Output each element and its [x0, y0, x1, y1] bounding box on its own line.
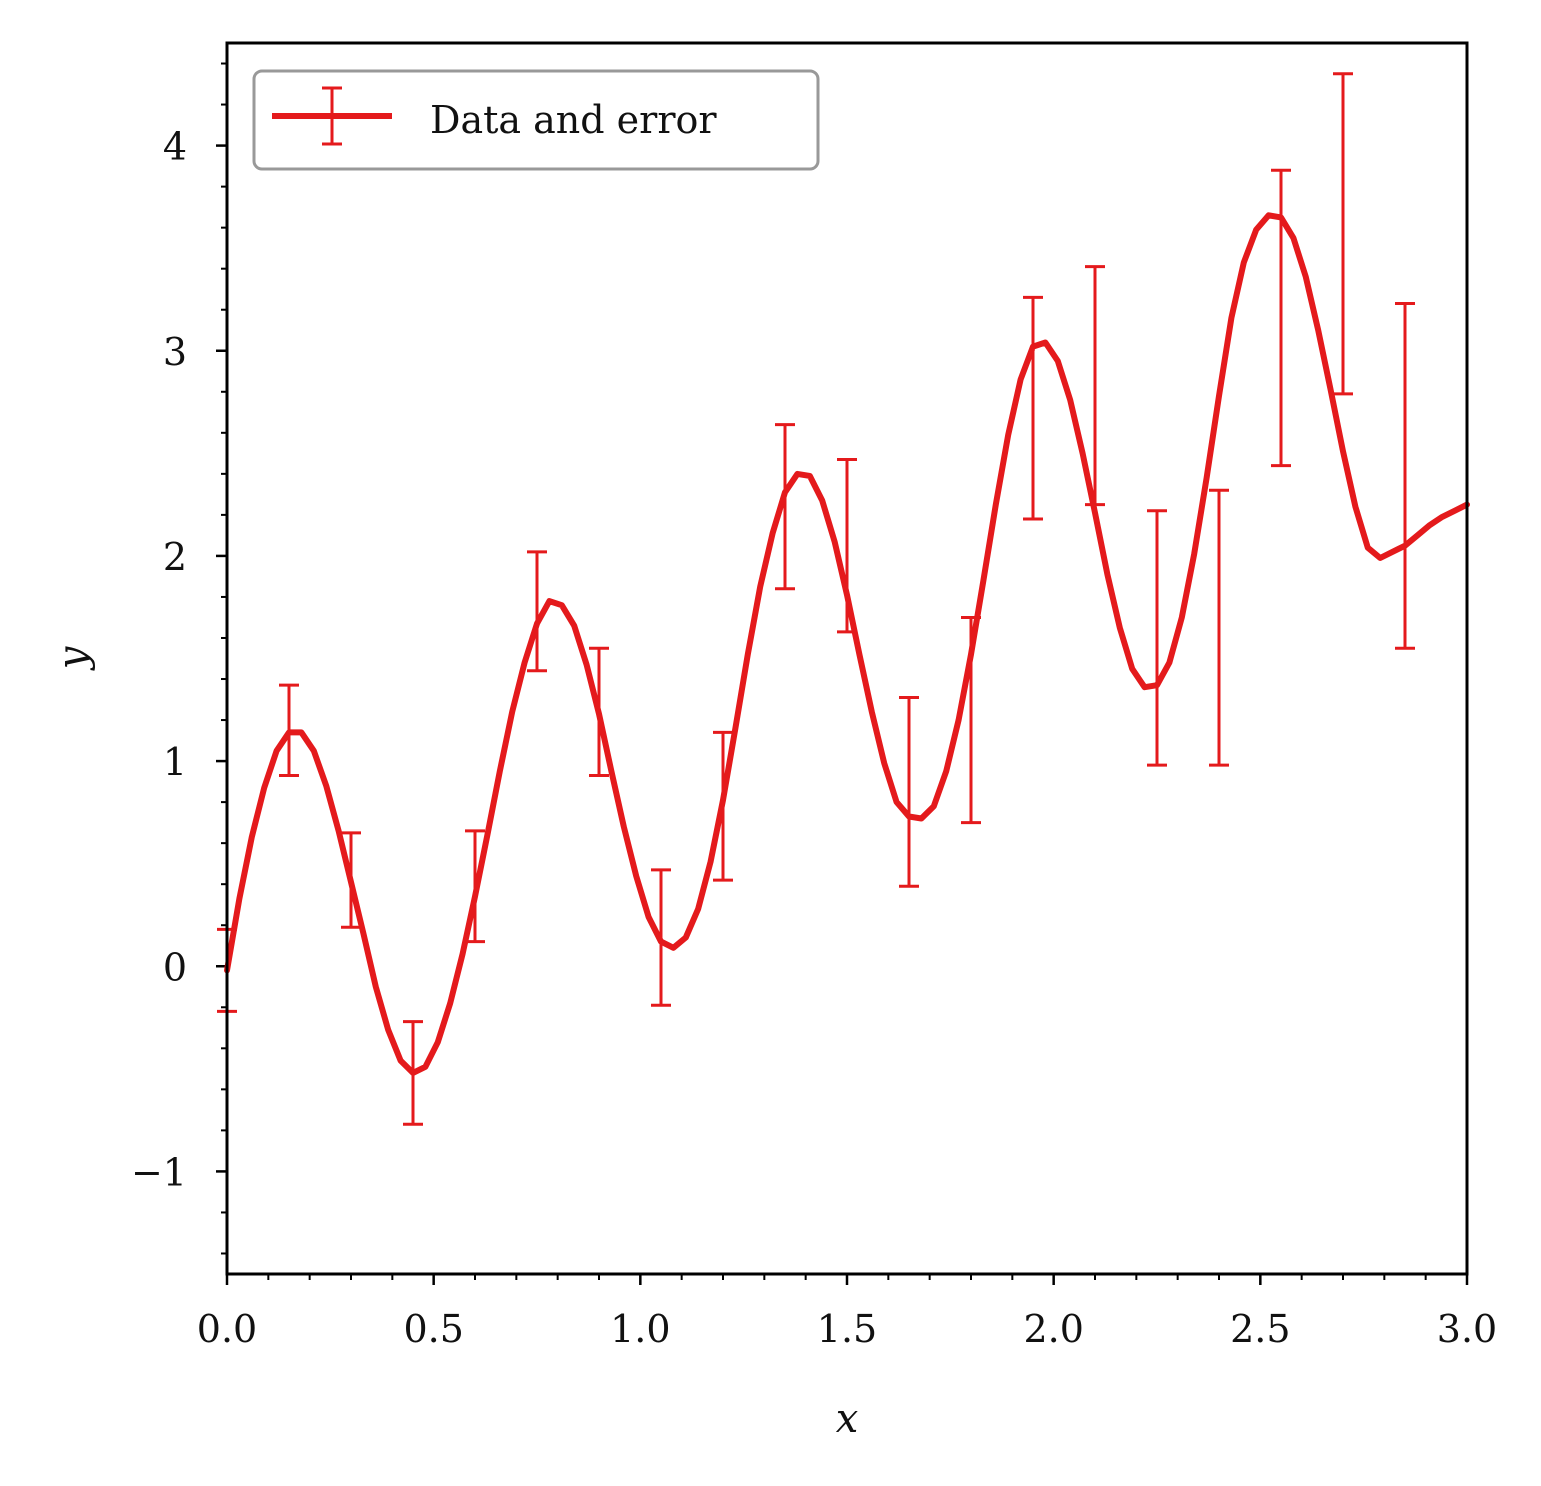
error-bar	[1395, 302, 1415, 650]
error-bar	[1147, 509, 1167, 767]
x-tick-label: 1.5	[817, 1307, 877, 1351]
y-tick-label: 4	[163, 125, 187, 169]
error-bar	[527, 550, 547, 673]
error-bar	[775, 423, 795, 591]
legend-frame	[252, 69, 820, 171]
x-tick-labels: 0.0 0.5 1.0 1.5 2.0 2.5 3.0	[197, 1307, 1497, 1351]
x-tick-label: 0.5	[403, 1307, 463, 1351]
y-tick-label: 1	[163, 740, 187, 784]
legend: Data and error	[252, 69, 820, 171]
y-tick-labels: −1 0 1 2 3 4	[131, 125, 187, 1195]
plot-frame	[225, 41, 1469, 1276]
x-tick-label: 2.0	[1023, 1307, 1083, 1351]
error-bar	[1209, 488, 1229, 767]
major-ticks	[216, 144, 1469, 1285]
x-tick-label: 3.0	[1437, 1307, 1497, 1351]
series-line	[224, 212, 1470, 1076]
y-tick-label: −1	[131, 1150, 187, 1194]
x-tick-label: 1.0	[610, 1307, 670, 1351]
x-tick-label: 2.5	[1230, 1307, 1290, 1351]
y-tick-label: 3	[163, 330, 187, 374]
error-bar	[899, 695, 919, 888]
legend-swatch	[272, 86, 392, 146]
error-bar	[1333, 72, 1353, 396]
y-tick-label: 2	[163, 535, 187, 579]
x-axis-label: x	[836, 1396, 859, 1442]
legend-label: Data and error	[430, 98, 717, 142]
error-bar	[1023, 295, 1043, 521]
plot-area	[227, 43, 1467, 1274]
y-axis-label: y	[50, 645, 96, 671]
y-tick-label: 0	[163, 945, 187, 989]
x-tick-label: 0.0	[197, 1307, 257, 1351]
